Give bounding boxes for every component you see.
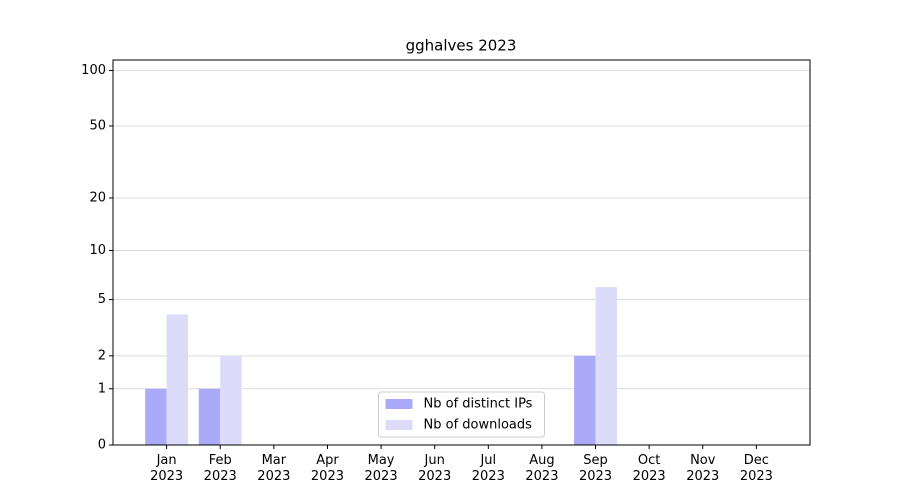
bar [220, 355, 242, 445]
y-tick-label: 1 [98, 381, 106, 396]
y-tick-label: 50 [89, 118, 106, 133]
x-tick-label: Apr 2023 [310, 453, 344, 484]
x-tick-label: Dec 2023 [739, 453, 773, 484]
y-tick-label: 2 [98, 348, 106, 363]
bar [145, 388, 167, 445]
x-tick-label: Mar 2023 [257, 453, 291, 484]
y-tick-label: 100 [81, 63, 106, 78]
x-tick-label: Nov 2023 [686, 453, 720, 484]
bar [574, 355, 596, 445]
legend-label: Nb of downloads [424, 418, 533, 433]
y-tick-label: 10 [89, 243, 106, 258]
chart-title: gghalves 2023 [406, 37, 517, 55]
x-tick-label: Feb 2023 [203, 453, 237, 484]
bar [595, 287, 617, 445]
x-tick-label: May 2023 [364, 453, 398, 484]
bar [166, 314, 189, 445]
legend-swatch [385, 399, 413, 409]
legend-swatch [385, 420, 413, 430]
legend-label: Nb of distinct IPs [424, 397, 533, 412]
legend-box [378, 391, 545, 438]
y-tick-label: 5 [98, 292, 106, 307]
x-tick-label: Jun 2023 [418, 453, 452, 484]
axes-frame [112, 59, 811, 446]
x-tick-label: Sep 2023 [578, 453, 613, 484]
bar [198, 388, 221, 445]
x-tick-label: Oct 2023 [632, 453, 666, 484]
x-tick-label: Jul 2023 [471, 453, 505, 484]
y-tick-label: 20 [89, 190, 106, 205]
y-tick-label: 0 [98, 438, 106, 453]
x-tick-label: Aug 2023 [525, 453, 559, 484]
x-tick-label: Jan 2023 [150, 453, 184, 484]
